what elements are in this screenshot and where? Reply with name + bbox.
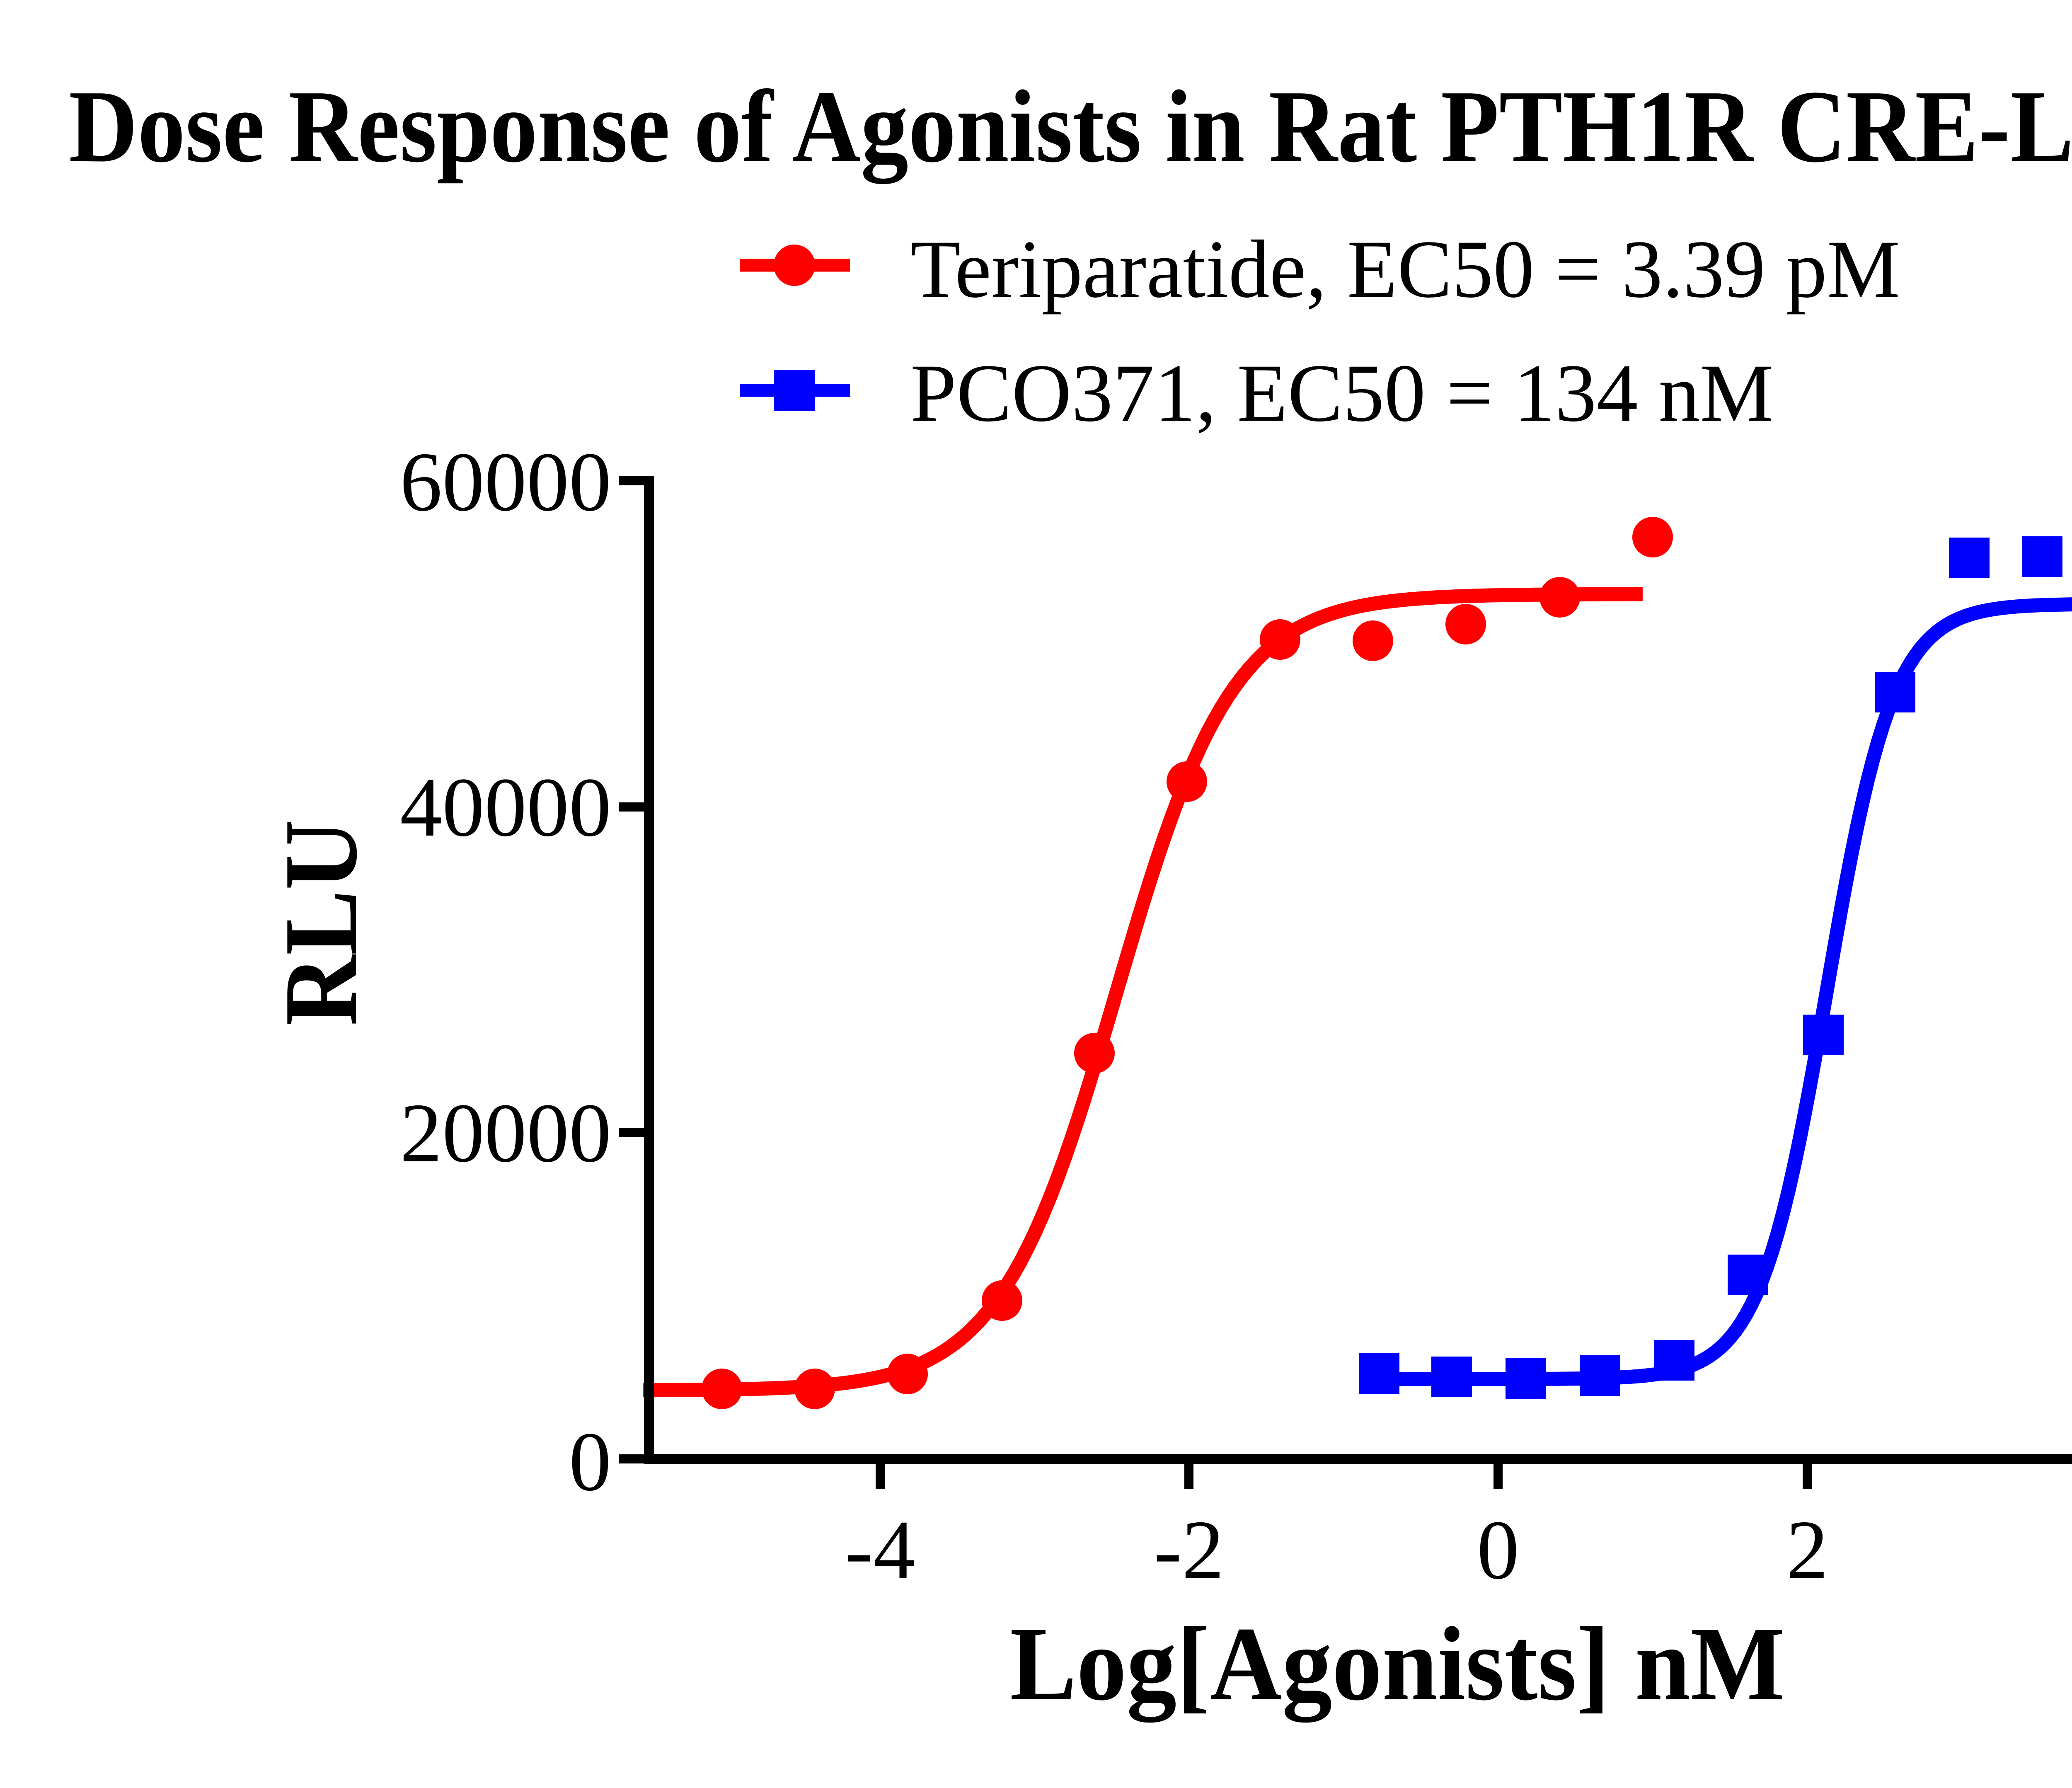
svg-text:RLU: RLU xyxy=(263,819,379,1026)
svg-text:0: 0 xyxy=(1477,1503,1519,1597)
svg-text:Log[Agonists] nM: Log[Agonists] nM xyxy=(1010,1606,1785,1723)
svg-text:Dose Response of Agonists in R: Dose Response of Agonists in Rat PTH1R C… xyxy=(69,69,2072,184)
svg-text:2: 2 xyxy=(1786,1503,1828,1597)
svg-text:60000: 60000 xyxy=(400,435,611,529)
svg-text:-2: -2 xyxy=(1154,1503,1224,1597)
svg-text:20000: 20000 xyxy=(400,1086,611,1180)
svg-text:40000: 40000 xyxy=(400,761,611,854)
svg-text:PCO371, EC50 = 134 nM: PCO371, EC50 = 134 nM xyxy=(910,348,1774,439)
svg-text:Teriparatide, EC50 = 3.39 pM: Teriparatide, EC50 = 3.39 pM xyxy=(910,224,1900,315)
svg-text:0: 0 xyxy=(569,1415,611,1509)
svg-text:-4: -4 xyxy=(845,1503,915,1597)
